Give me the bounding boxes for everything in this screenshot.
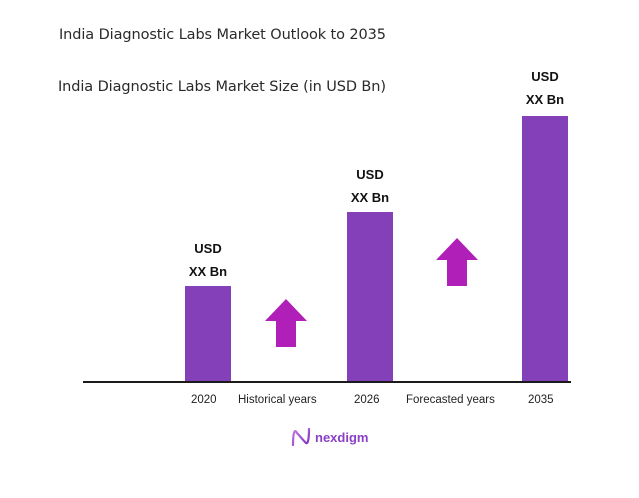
bar-label-currency: USD: [194, 241, 222, 256]
up-arrow-icon: [265, 299, 307, 347]
x-tick-2035: 2035: [528, 394, 554, 406]
bar-label-value: XX Bn: [188, 264, 228, 279]
bar-2035: [522, 116, 568, 382]
up-arrow-icon: [436, 238, 478, 286]
x-axis-line: [83, 381, 571, 383]
bar-label-2035: USD XX Bn: [500, 65, 590, 111]
chart-subtitle: India Diagnostic Labs Market Size (in US…: [58, 79, 386, 95]
logo-text: nexdigm: [315, 429, 369, 445]
bar-2020: [185, 286, 231, 382]
bar-2026: [347, 212, 393, 382]
x-annotation-forecasted: Forecasted years: [406, 394, 495, 406]
bar-label-2026: USD XX Bn: [325, 163, 415, 209]
nexdigm-logo: nexdigm: [291, 427, 368, 447]
x-tick-2026: 2026: [354, 394, 380, 406]
chart-title: India Diagnostic Labs Market Outlook to …: [59, 27, 386, 43]
x-annotation-historical: Historical years: [238, 394, 317, 406]
bar-label-2020: USD XX Bn: [163, 237, 253, 283]
bar-label-value: XX Bn: [525, 92, 565, 107]
bar-label-value: XX Bn: [350, 190, 390, 205]
bar-label-currency: USD: [531, 69, 559, 84]
bar-label-currency: USD: [356, 167, 384, 182]
x-tick-2020: 2020: [191, 394, 217, 406]
nexdigm-logo-icon: [291, 427, 311, 447]
